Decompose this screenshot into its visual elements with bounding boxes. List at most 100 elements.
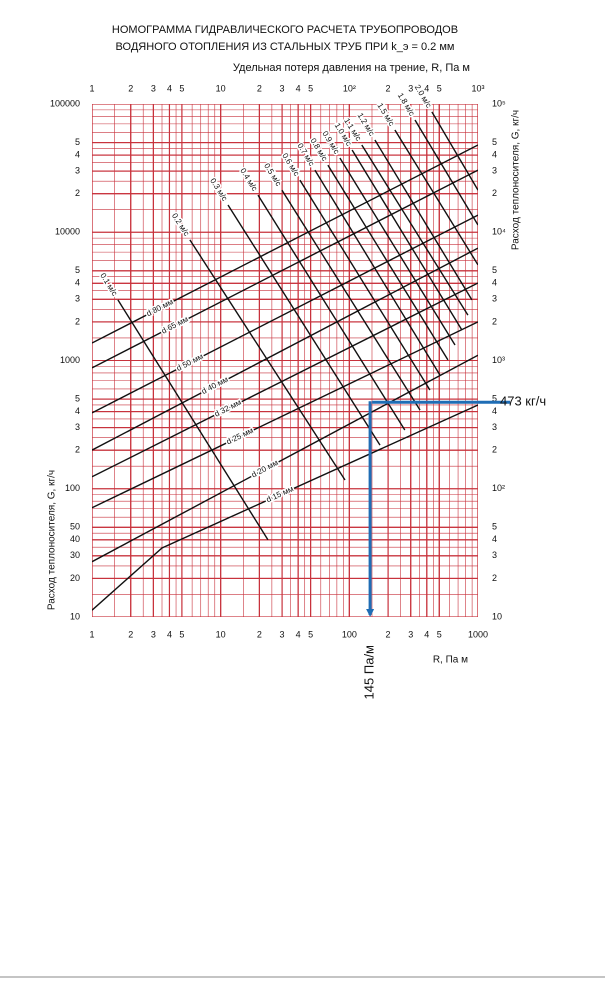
x2-tick-label: 3 — [280, 83, 285, 93]
y2-tick-label: 5 — [492, 393, 497, 403]
y-tick-label: 10 — [70, 611, 80, 621]
y-tick-label: 30 — [70, 550, 80, 560]
y-tick-label: 4 — [75, 406, 80, 416]
y2-tick-label: 4 — [492, 149, 497, 159]
y2-tick-label: 3 — [492, 165, 497, 175]
x-tick-label: 10 — [216, 629, 226, 639]
x-tick-label: 1000 — [468, 629, 488, 639]
velocity-line — [189, 239, 346, 481]
y2-tick-label: 2 — [492, 188, 497, 198]
x-tick-label: 2 — [257, 629, 262, 639]
velocity-line — [414, 119, 478, 226]
y-tick-label: 100 — [65, 483, 80, 493]
example-g-label: 473 кг/ч — [500, 394, 546, 409]
y2-axis-label: Расход теплоносителя, G, кг/ч — [511, 110, 522, 250]
y2-tick-label: 2 — [492, 316, 497, 326]
x2-tick-label: 3 — [408, 83, 413, 93]
y-tick-label: 10000 — [55, 227, 80, 237]
velocity-line — [117, 299, 269, 541]
chart-subtitle: ВОДЯНОГО ОТОПЛЕНИЯ ИЗ СТАЛЬНЫХ ТРУБ ПРИ … — [116, 41, 455, 53]
x-tick-label: 5 — [179, 629, 184, 639]
x2-tick-label: 2 — [386, 83, 391, 93]
y2-tick-label: 4 — [492, 406, 497, 416]
y2-tick-label: 5 — [492, 137, 497, 147]
x-tick-label: 4 — [167, 629, 172, 639]
velocity-line — [361, 144, 469, 316]
velocity-line — [327, 164, 449, 361]
y-tick-label: 3 — [75, 165, 80, 175]
y2-tick-label: 10³ — [492, 355, 505, 365]
x2-tick-label: 5 — [308, 83, 313, 93]
velocity-line — [281, 189, 421, 411]
x2-tick-label: 10² — [343, 83, 356, 93]
x2-tick-label: 2 — [257, 83, 262, 93]
y2-tick-label: 10⁴ — [492, 227, 506, 237]
x2-tick-label: 5 — [437, 83, 442, 93]
x2-tick-label: 4 — [167, 83, 172, 93]
x-tick-label: 2 — [128, 629, 133, 639]
x-tick-label: 3 — [151, 629, 156, 639]
y-tick-label: 100000 — [50, 98, 80, 108]
x2-tick-label: 4 — [424, 83, 429, 93]
x-axis-label: R, Па м — [433, 655, 468, 666]
x-tick-label: 3 — [280, 629, 285, 639]
velocity-line — [227, 204, 381, 446]
diameter-line — [92, 282, 478, 478]
velocity-line — [374, 139, 473, 301]
x-tick-label: 4 — [424, 629, 429, 639]
y2-tick-label: 5 — [492, 265, 497, 275]
y2-tick-label: 10 — [492, 611, 502, 621]
y-tick-label: 4 — [75, 278, 80, 288]
velocity-line — [351, 149, 463, 331]
x-tick-label: 1 — [89, 629, 94, 639]
y-tick-label: 2 — [75, 188, 80, 198]
velocity-line — [339, 157, 456, 346]
y-tick-label: 4 — [75, 149, 80, 159]
velocity-line — [394, 129, 478, 266]
x2-tick-label: 5 — [179, 83, 184, 93]
y2-tick-label: 3 — [492, 550, 497, 560]
x-tick-label: 2 — [386, 629, 391, 639]
x2-tick-label: 3 — [151, 83, 156, 93]
x-tick-label: 4 — [296, 629, 301, 639]
diameter-line — [92, 247, 478, 451]
y-axis-label: Расход теплоносителя, G, кг/ч — [47, 470, 58, 610]
example-r-label: 145 Па/м — [362, 645, 377, 699]
y-tick-label: 50 — [70, 522, 80, 532]
x-tick-label: 100 — [342, 629, 357, 639]
velocity-line — [257, 194, 406, 431]
y2-tick-label: 3 — [492, 422, 497, 432]
y-tick-label: 5 — [75, 137, 80, 147]
y-tick-label: 40 — [70, 534, 80, 544]
velocity-line — [314, 169, 441, 376]
diameter-line — [92, 144, 478, 344]
y2-tick-label: 5 — [492, 522, 497, 532]
y-tick-label: 2 — [75, 316, 80, 326]
diameter-line — [92, 321, 478, 509]
x-tick-label: 5 — [308, 629, 313, 639]
y2-tick-label: 4 — [492, 534, 497, 544]
y-tick-label: 3 — [75, 294, 80, 304]
x2-tick-label: 1 — [89, 83, 94, 93]
y-tick-label: 5 — [75, 265, 80, 275]
top-axis-label: Удельная потеря давления на трение, R, П… — [233, 62, 470, 74]
y2-tick-label: 10² — [492, 483, 505, 493]
x2-tick-label: 10 — [216, 83, 226, 93]
y2-tick-label: 2 — [492, 573, 497, 583]
x2-tick-label: 4 — [296, 83, 301, 93]
diameter-line — [92, 214, 478, 414]
y-tick-label: 3 — [75, 422, 80, 432]
y-tick-label: 1000 — [60, 355, 80, 365]
x2-tick-label: 10³ — [471, 83, 484, 93]
y-tick-label: 20 — [70, 573, 80, 583]
y2-tick-label: 3 — [492, 294, 497, 304]
x-tick-label: 5 — [437, 629, 442, 639]
diameter-line — [92, 404, 478, 611]
chart-title: НОМОГРАММА ГИДРАВЛИЧЕСКОГО РАСЧЕТА ТРУБО… — [112, 24, 458, 36]
x2-tick-label: 2 — [128, 83, 133, 93]
diameter-line — [92, 354, 478, 563]
x-tick-label: 3 — [408, 629, 413, 639]
y-tick-label: 2 — [75, 445, 80, 455]
velocity-line — [431, 111, 478, 191]
